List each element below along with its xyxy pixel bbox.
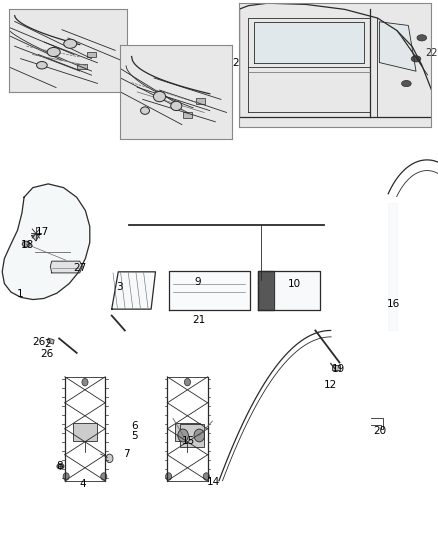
Text: 15: 15 (182, 437, 195, 446)
Circle shape (184, 378, 191, 386)
Polygon shape (50, 261, 82, 273)
Bar (196, 99, 205, 104)
Polygon shape (32, 233, 40, 241)
Circle shape (171, 101, 182, 110)
Circle shape (63, 473, 69, 480)
Circle shape (153, 92, 166, 102)
Text: 14: 14 (207, 478, 220, 487)
Text: 16: 16 (387, 299, 400, 309)
Circle shape (141, 107, 149, 114)
Polygon shape (258, 271, 274, 310)
Text: 12: 12 (324, 380, 337, 390)
Polygon shape (254, 22, 364, 62)
Text: 19: 19 (332, 364, 345, 374)
Bar (47, 338, 54, 344)
Text: 22: 22 (399, 115, 413, 125)
Text: 10: 10 (288, 279, 301, 289)
Ellipse shape (22, 241, 30, 247)
Text: 26: 26 (41, 350, 54, 359)
Text: 24: 24 (175, 91, 188, 101)
Circle shape (64, 39, 77, 49)
Bar (183, 112, 192, 118)
Polygon shape (274, 271, 320, 310)
Text: 7: 7 (123, 449, 130, 459)
Circle shape (203, 473, 209, 480)
Circle shape (194, 429, 205, 442)
Circle shape (47, 47, 60, 56)
Text: 3: 3 (116, 282, 123, 292)
Text: 23: 23 (105, 28, 118, 38)
Text: 9: 9 (194, 278, 201, 287)
Circle shape (82, 378, 88, 386)
Bar (78, 64, 87, 69)
Text: 18: 18 (21, 240, 34, 250)
Text: 8: 8 (56, 462, 63, 471)
Bar (73, 423, 97, 441)
Text: 2: 2 (44, 339, 51, 349)
Text: 22: 22 (392, 115, 405, 125)
Bar (332, 365, 340, 370)
Polygon shape (112, 272, 155, 309)
Ellipse shape (57, 464, 64, 469)
Text: 28: 28 (157, 128, 170, 138)
Circle shape (101, 473, 107, 480)
Text: 22: 22 (426, 47, 438, 58)
Circle shape (178, 429, 188, 442)
Text: 17: 17 (36, 227, 49, 237)
Text: 4: 4 (80, 479, 87, 489)
Polygon shape (2, 184, 90, 300)
Bar (180, 424, 204, 447)
Circle shape (36, 61, 47, 69)
Circle shape (106, 454, 113, 463)
Text: 5: 5 (131, 431, 138, 441)
Circle shape (411, 56, 421, 62)
Polygon shape (169, 271, 250, 310)
Text: 26: 26 (232, 58, 245, 68)
Text: 27: 27 (74, 263, 87, 272)
Text: 28: 28 (83, 72, 96, 82)
Circle shape (166, 473, 172, 480)
Text: 21: 21 (192, 315, 205, 325)
Bar (175, 423, 200, 441)
Text: 20: 20 (374, 426, 387, 435)
Circle shape (417, 35, 427, 41)
Text: 1: 1 (17, 289, 24, 299)
Text: 6: 6 (131, 422, 138, 431)
Bar (87, 52, 96, 57)
Circle shape (402, 80, 411, 87)
Text: 26: 26 (32, 337, 45, 347)
Polygon shape (379, 22, 416, 71)
